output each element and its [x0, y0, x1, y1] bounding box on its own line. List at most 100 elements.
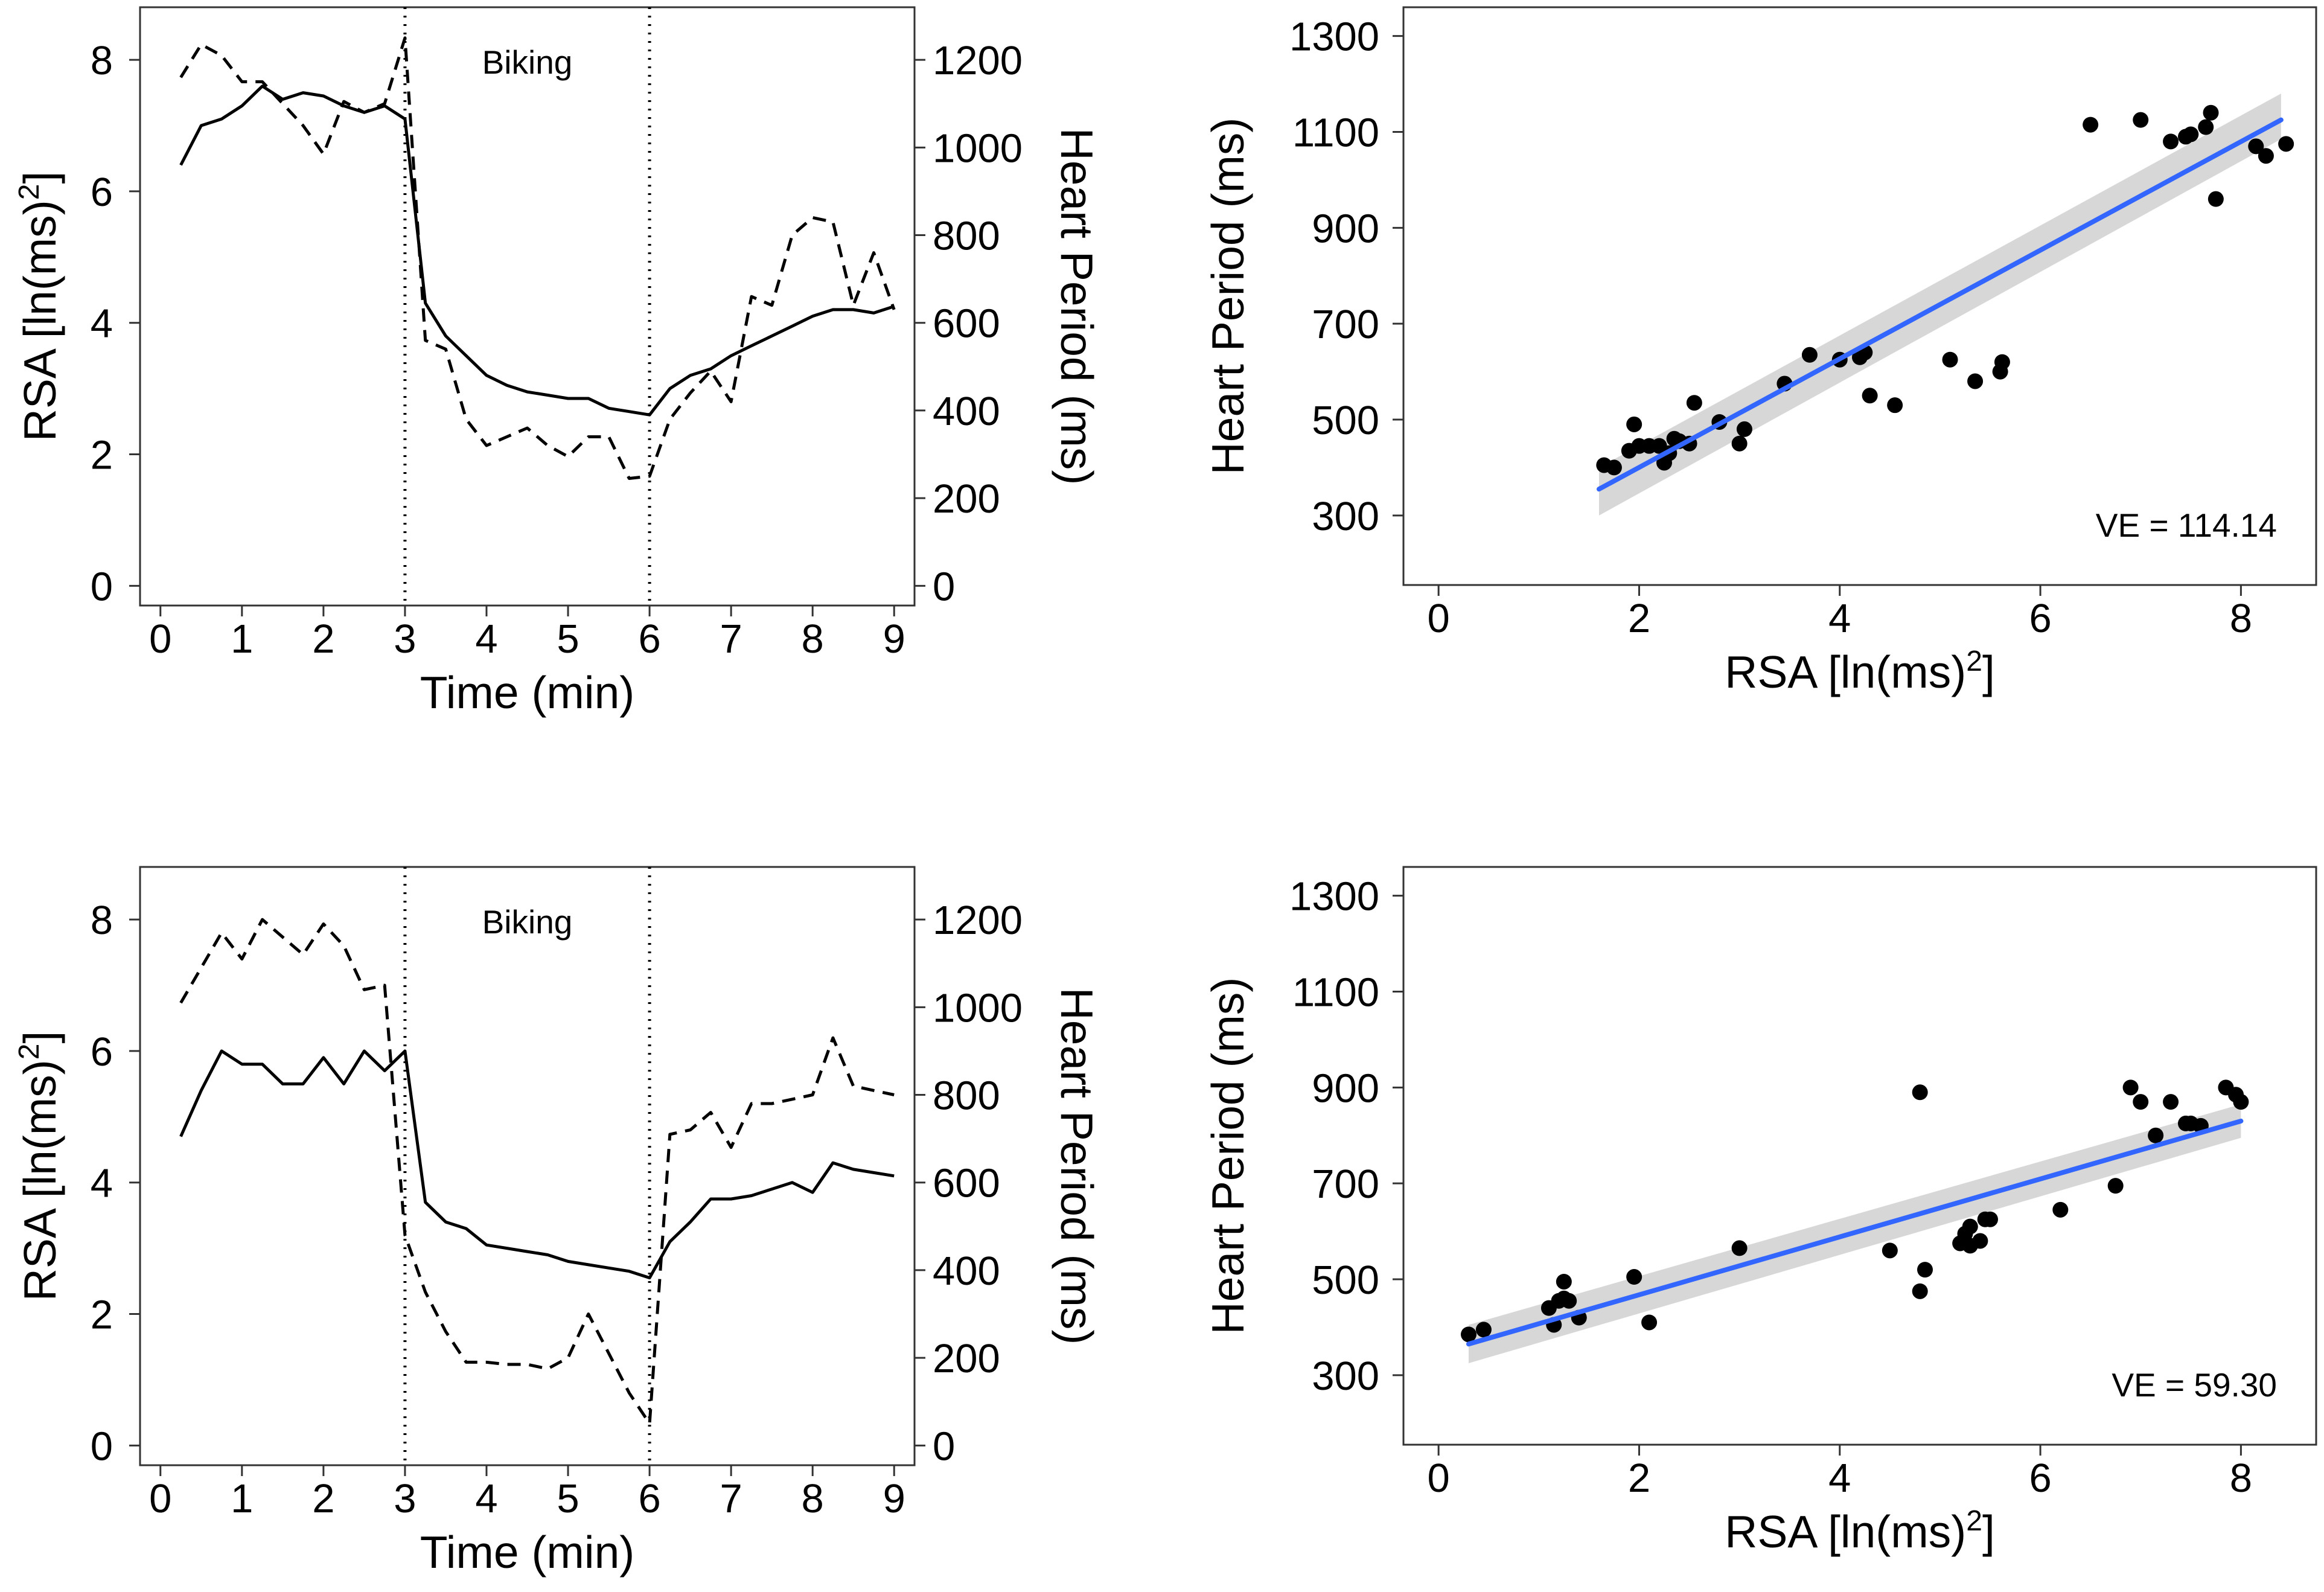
data-point	[2163, 133, 2179, 150]
data-point	[2163, 1094, 2179, 1110]
x-tick-label: 6	[638, 1476, 660, 1521]
data-point	[1994, 354, 2010, 370]
scatter-chart-1: 0 2 4 6 8 300 500 700 900 1100 1300 VE = 114.14 RSA …	[1202, 6, 2317, 697]
y-tick-label: 900	[1312, 206, 1379, 251]
y2-tick-label: 0	[933, 564, 955, 609]
scatter-chart-3: 0 2 4 6 8 300 500 700 900 1100 1300 VE = 59.30 RSA […	[1202, 866, 2317, 1557]
data-point	[1887, 397, 1903, 414]
y2-tick-label: 1000	[933, 126, 1023, 171]
y-tick-label: 0	[91, 564, 113, 609]
data-point	[2207, 191, 2224, 207]
y2-tick-label: 1000	[933, 985, 1023, 1031]
data-point	[1912, 1283, 1928, 1299]
y-axis-label: Heart Period (ms)	[1202, 977, 1253, 1335]
data-point	[2133, 112, 2149, 128]
x-tick-label: 6	[2029, 1456, 2051, 1501]
data-point	[1972, 1233, 1988, 1249]
y-tick-label: 8	[91, 898, 113, 943]
data-point	[1736, 421, 1752, 437]
y2-tick-label: 1200	[933, 898, 1023, 943]
y2-tick-label: 1200	[933, 38, 1023, 83]
y2-tick-label: 200	[933, 1336, 1000, 1381]
y-tick-label: 2	[91, 1293, 113, 1338]
data-point	[1882, 1242, 1898, 1259]
line-chart-0: 0 1 2 3 4 5 6 7 8 902468020040060080010001200Biki…	[13, 6, 1102, 718]
x-tick-label: 7	[720, 616, 742, 662]
x-tick-label: 0	[149, 1476, 171, 1521]
data-point	[2278, 136, 2294, 152]
data-point	[1686, 395, 1702, 411]
x-axis-label: RSA [ln(ms)2]	[1725, 645, 1995, 697]
data-point	[1962, 1218, 1978, 1235]
data-point	[1626, 1269, 1642, 1285]
x-tick-label: 0	[149, 616, 171, 662]
x-tick-label: 9	[883, 616, 905, 662]
data-point	[2248, 138, 2264, 155]
line-chart-2: 0 1 2 3 4 5 6 7 8 902468020040060080010001200Biki…	[13, 866, 1102, 1578]
y-tick-label: 300	[1312, 1354, 1379, 1399]
plot-frame	[1402, 6, 2317, 586]
data-point	[2133, 1094, 2149, 1110]
x-tick-label: 2	[312, 616, 334, 662]
y-axis-label: RSA [ln(ms)2]	[13, 171, 65, 442]
x-axis-label: Time (min)	[420, 1527, 635, 1578]
y2-tick-label: 0	[933, 1424, 955, 1469]
y-axis-label: Heart Period (ms)	[1202, 118, 1253, 475]
regression-line	[1597, 117, 2284, 492]
data-point	[1556, 1273, 1572, 1290]
x-tick-label: 3	[394, 1476, 416, 1521]
y-tick-label: 1300	[1289, 14, 1379, 60]
x-tick-label: 7	[720, 1476, 742, 1521]
y-tick-label: 4	[91, 1161, 113, 1206]
y-tick-label: 2	[91, 433, 113, 478]
x-tick-label: 4	[475, 616, 497, 662]
data-point	[2122, 1079, 2139, 1096]
x-tick-label: 1	[231, 616, 253, 662]
data-point	[1982, 1211, 1998, 1227]
plot-frame	[139, 866, 916, 1466]
data-point	[2258, 148, 2274, 164]
phase-annotation: Biking	[482, 903, 573, 941]
x-axis-label: Time (min)	[420, 667, 635, 718]
y-tick-label: 4	[91, 301, 113, 347]
y-axis-label: RSA [ln(ms)2]	[13, 1031, 65, 1302]
x-tick-label: 5	[557, 616, 579, 662]
y2-tick-label: 800	[933, 1073, 1000, 1119]
y2-tick-label: 400	[933, 1248, 1000, 1294]
x-tick-label: 2	[312, 1476, 334, 1521]
y-tick-label: 300	[1312, 494, 1379, 539]
x-tick-label: 0	[1428, 1456, 1450, 1501]
data-point	[2052, 1201, 2069, 1218]
y-tick-label: 1100	[1292, 110, 1379, 155]
x-tick-label: 4	[475, 1476, 497, 1521]
data-point	[1731, 1240, 1748, 1256]
y2-axis-label: Heart Period (ms)	[1052, 128, 1102, 485]
data-point	[1801, 347, 1818, 363]
x-tick-label: 6	[2029, 596, 2051, 641]
y2-tick-label: 600	[933, 1161, 1000, 1206]
rsa-line	[179, 85, 895, 417]
y2-tick-label: 800	[933, 214, 1000, 259]
x-tick-label: 8	[2230, 1456, 2252, 1501]
data-point	[1912, 1084, 1928, 1101]
ve-annotation: VE = 59.30	[2112, 1366, 2277, 1404]
data-point	[1862, 388, 1878, 404]
x-tick-label: 3	[394, 616, 416, 662]
data-point	[2233, 1094, 2249, 1110]
y-tick-label: 500	[1312, 1258, 1379, 1303]
data-point	[2203, 104, 2219, 121]
x-tick-label: 2	[1628, 1456, 1650, 1501]
data-point	[1461, 1326, 1476, 1343]
x-tick-label: 0	[1428, 596, 1450, 641]
y-tick-label: 700	[1312, 302, 1379, 347]
rsa-line	[179, 1049, 895, 1280]
x-tick-label: 8	[802, 1476, 824, 1521]
x-tick-label: 4	[1828, 596, 1851, 641]
y-tick-label: 1100	[1292, 970, 1379, 1015]
x-axis-label: RSA [ln(ms)2]	[1725, 1505, 1995, 1557]
y-tick-label: 6	[91, 1029, 113, 1075]
y-tick-label: 0	[91, 1424, 113, 1469]
x-tick-label: 1	[231, 1476, 253, 1521]
data-point	[1475, 1322, 1492, 1338]
